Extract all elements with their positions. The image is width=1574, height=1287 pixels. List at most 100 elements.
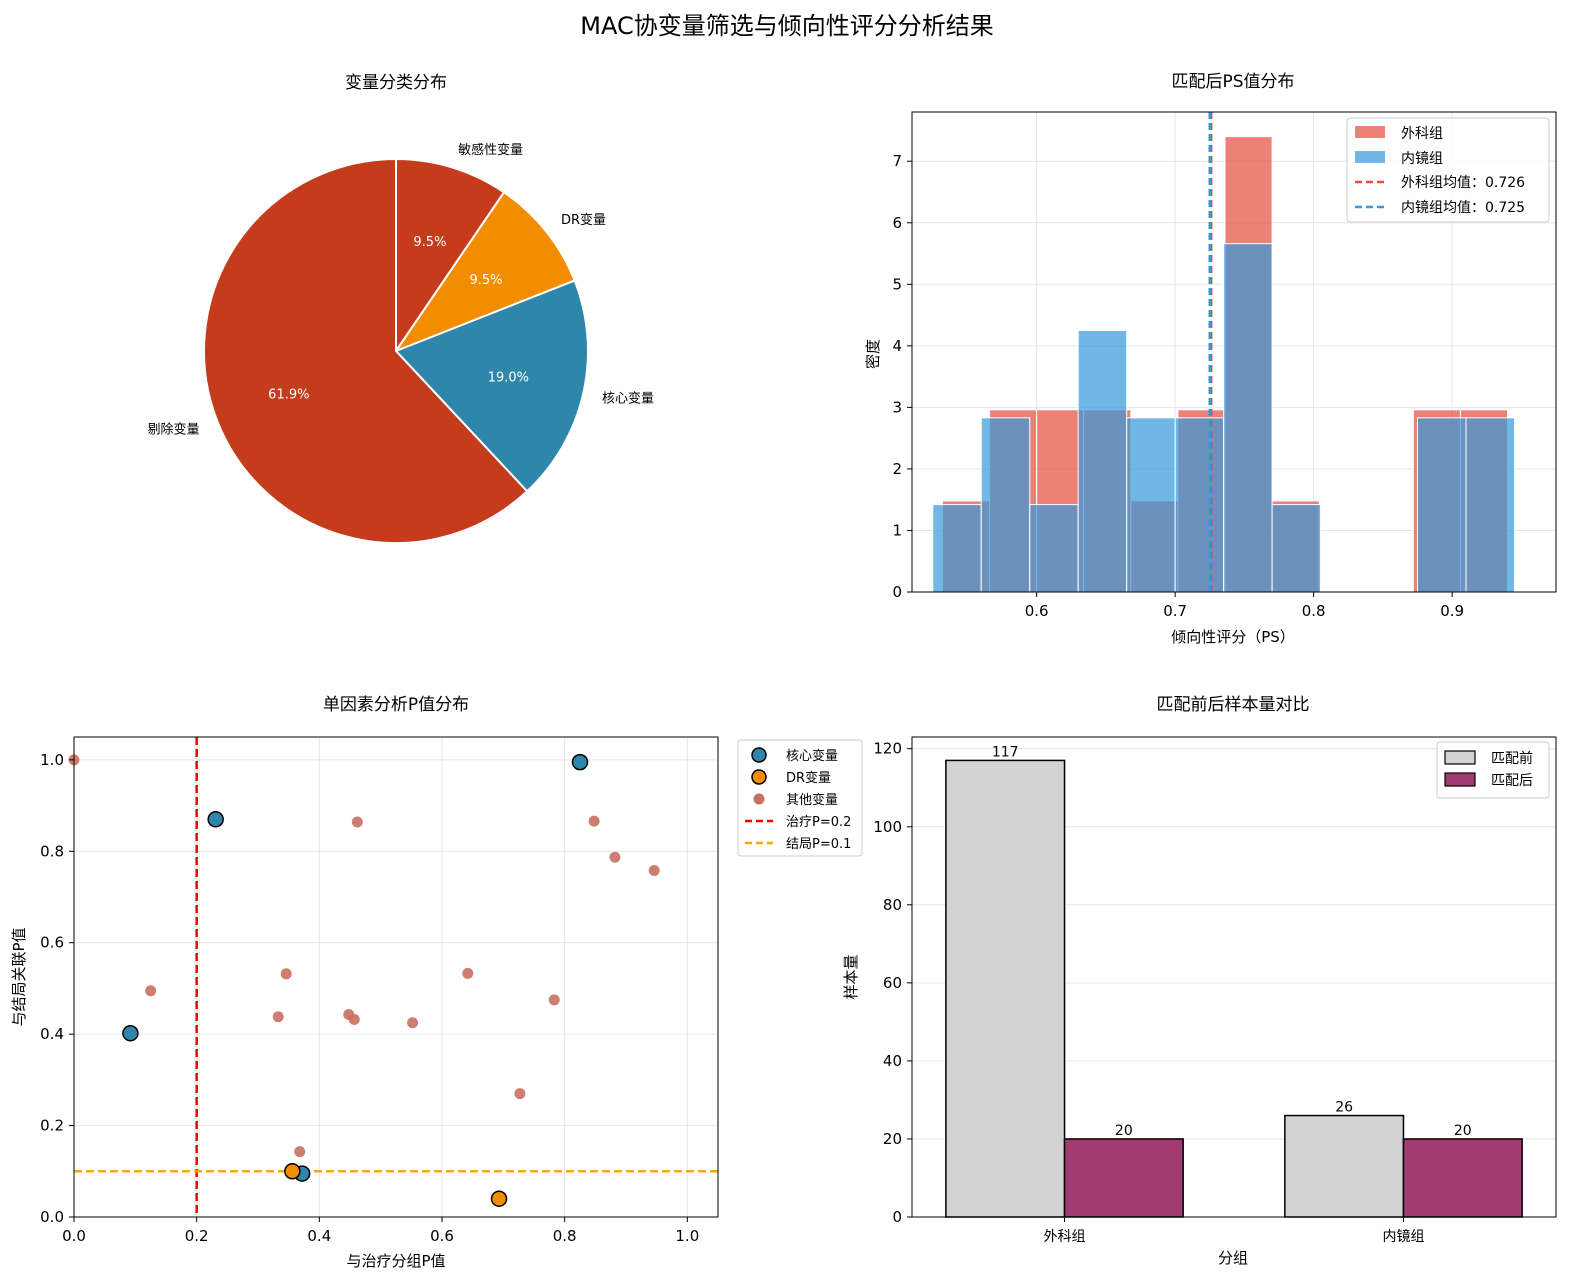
pie-slice xyxy=(203,157,529,544)
x-tick-label: 0.6 xyxy=(430,1227,454,1245)
scatter-point xyxy=(648,864,660,876)
x-tick-label: 0.2 xyxy=(185,1227,209,1245)
bar-chart-title: 匹配前后样本量对比 xyxy=(1157,695,1310,715)
y-tick-label: 3 xyxy=(892,398,902,416)
x-tick-label: 0.4 xyxy=(307,1227,331,1245)
legend-swatch xyxy=(1355,126,1385,138)
histogram-bar xyxy=(1271,504,1322,593)
pie-category-label: DR变量 xyxy=(561,212,606,228)
x-tick-label: 0.8 xyxy=(553,1227,577,1245)
legend-swatch xyxy=(1444,750,1476,765)
histogram-bar xyxy=(1465,417,1515,593)
x-tick-label: 0.8 xyxy=(1302,602,1326,620)
y-tick-label: 0.8 xyxy=(40,842,64,860)
histogram-bar xyxy=(1223,243,1273,593)
histogram-x-label: 倾向性评分（PS） xyxy=(1171,628,1295,646)
x-tick-label: 外科组 xyxy=(1044,1229,1086,1245)
scatter-point xyxy=(490,1190,508,1207)
scatter-point xyxy=(609,851,621,863)
scatter-panel: 单因素分析P值分布 与治疗分组P值 与结局关联P值 0.0 0.2 0.4 0.6 0.… xyxy=(10,695,863,1270)
scatter-point xyxy=(351,816,363,828)
x-tick-label: 0.0 xyxy=(62,1227,86,1245)
y-tick-label: 1 xyxy=(892,521,902,539)
legend-entry: 内镜组均值：0.725 xyxy=(1401,200,1525,216)
histogram-panel: 匹配后PS值分布 倾向性评分（PS） 密度 0.6 0.7 0.8 0.9 0 1 2 3 4 5… xyxy=(864,72,1557,646)
legend-entry: 外科组 xyxy=(1401,126,1443,142)
scatter-x-label: 与治疗分组P值 xyxy=(346,1252,445,1270)
pie-pct-label: 9.5% xyxy=(469,273,502,288)
y-tick-label: 120 xyxy=(873,740,902,758)
bar-value-label: 26 xyxy=(1335,1100,1353,1116)
bar-chart-x-label: 分组 xyxy=(1218,1249,1248,1267)
x-tick-label: 0.9 xyxy=(1440,602,1464,620)
pie-pct-label: 61.9% xyxy=(268,387,309,402)
scatter-point xyxy=(462,967,474,979)
y-tick-label: 0.6 xyxy=(40,934,64,952)
bar-value-label: 117 xyxy=(992,744,1019,760)
y-tick-label: 6 xyxy=(892,214,902,232)
legend-entry: DR变量 xyxy=(786,770,831,786)
y-tick-label: 0.4 xyxy=(40,1025,64,1043)
plot-frame xyxy=(73,736,719,1218)
y-tick-label: 60 xyxy=(883,974,902,992)
pie-category-label: 剔除变量 xyxy=(148,422,200,438)
legend-swatch xyxy=(751,769,767,785)
scatter-point xyxy=(294,1146,306,1158)
scatter-y-label: 与结局关联P值 xyxy=(10,927,28,1026)
y-tick-label: 0.0 xyxy=(40,1208,64,1226)
legend-box xyxy=(1346,117,1550,223)
pie-chart-panel: 变量分类分布 9.5% 敏感性变量 9.5% DR变量 19.0% 核心变量 61.9% 剔除… xyxy=(148,73,654,544)
y-tick-label: 0 xyxy=(892,583,902,601)
plot-frame xyxy=(911,736,1557,1218)
histogram-title: 匹配后PS值分布 xyxy=(1171,72,1294,92)
y-tick-label: 4 xyxy=(892,337,902,355)
legend-swatch xyxy=(1444,772,1476,787)
y-tick-label: 20 xyxy=(883,1130,902,1148)
bar-value-label: 20 xyxy=(1115,1123,1133,1139)
scatter-point xyxy=(207,811,224,828)
legend-entry: 治疗P=0.2 xyxy=(786,815,851,830)
bar xyxy=(1063,1138,1184,1218)
bar xyxy=(1284,1114,1405,1218)
pie-category-label: 敏感性变量 xyxy=(458,142,523,158)
pie-slice xyxy=(393,190,576,354)
x-tick-label: 0.7 xyxy=(1163,602,1187,620)
legend-entry: 匹配后 xyxy=(1491,773,1533,789)
pie-slice xyxy=(395,157,506,355)
histogram-bar xyxy=(1029,504,1079,593)
scatter-point xyxy=(280,968,292,980)
legend-box xyxy=(737,739,863,857)
scatter-point xyxy=(514,1088,526,1100)
bar xyxy=(1402,1138,1523,1218)
legend-entry: 结局P=0.1 xyxy=(786,837,851,852)
scatter-point xyxy=(145,985,157,997)
legend-entry: 内镜组 xyxy=(1401,151,1443,167)
figure-title: MAC协变量筛选与倾向性评分分析结果 xyxy=(580,12,994,40)
y-tick-label: 5 xyxy=(892,275,902,293)
histogram-bar xyxy=(1174,417,1225,593)
x-tick-label: 1.0 xyxy=(675,1227,699,1245)
scatter-point xyxy=(588,815,600,827)
histogram-bar xyxy=(1126,417,1176,593)
scatter-point xyxy=(571,753,589,771)
y-tick-label: 80 xyxy=(883,896,902,914)
pie-chart-title: 变量分类分布 xyxy=(345,73,447,93)
legend-swatch xyxy=(751,747,767,763)
scatter-point xyxy=(122,1024,139,1042)
y-tick-label: 7 xyxy=(892,152,902,170)
histogram-bar xyxy=(1077,329,1128,593)
scatter-point xyxy=(284,1163,301,1180)
scatter-point xyxy=(272,1011,284,1023)
y-tick-label: 100 xyxy=(873,818,902,836)
bar-chart-y-label: 样本量 xyxy=(842,954,860,999)
legend-swatch xyxy=(753,793,765,805)
pie-pct-label: 9.5% xyxy=(413,235,446,250)
scatter-point xyxy=(348,1014,360,1026)
legend-swatch xyxy=(1355,151,1385,163)
scatter-title: 单因素分析P值分布 xyxy=(323,695,469,715)
scatter-point xyxy=(548,994,560,1006)
bar-value-label: 20 xyxy=(1454,1123,1472,1139)
